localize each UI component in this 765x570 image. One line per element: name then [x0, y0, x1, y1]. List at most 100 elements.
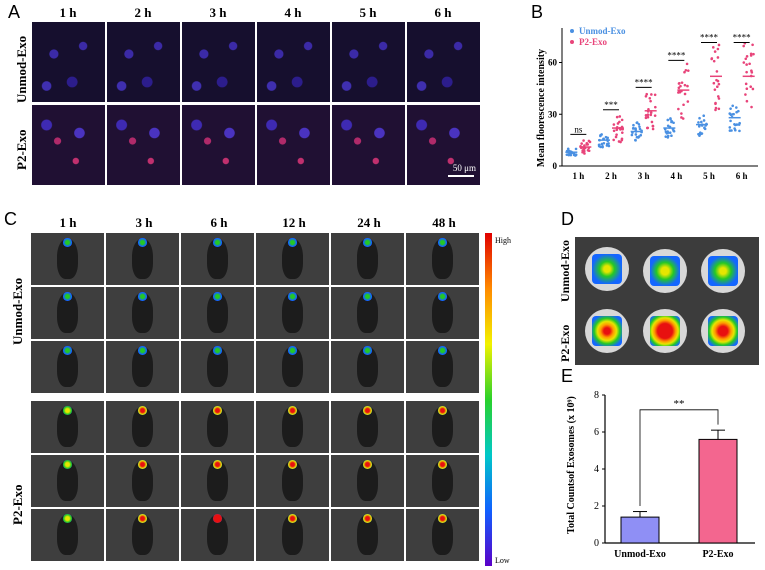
- chart-b-point: [630, 133, 634, 137]
- panel-c-time-6: 48 h: [432, 215, 456, 230]
- chart-b-point: [600, 142, 604, 146]
- mouse-unmod-r3-c4: [256, 341, 329, 393]
- chart-b-point: [680, 81, 684, 84]
- mouse-body: [132, 407, 153, 447]
- panel-d-row-p2: P2-Exo: [558, 324, 572, 362]
- panel-a-row-unmod: Unmod-Exo: [14, 35, 29, 103]
- mouse-p2-r2-c3: [181, 455, 254, 507]
- signal-spot: [438, 238, 447, 247]
- chart-b-point: [751, 87, 755, 91]
- mouse-body: [357, 239, 378, 279]
- chart-e-ytick-label: 8: [594, 390, 599, 401]
- chart-b-point: [672, 129, 676, 133]
- chart-b-point: [582, 139, 585, 142]
- chart-b-point: [728, 129, 732, 132]
- chart-b-point: [703, 126, 706, 130]
- signal-spot: [63, 238, 72, 247]
- panel-label-d: D: [561, 209, 574, 229]
- mouse-p2-r2-c1: [31, 455, 104, 507]
- well-unmod-2: [643, 249, 687, 293]
- signal-spot: [288, 514, 297, 523]
- mouse-body: [57, 407, 78, 447]
- chart-b-point: [649, 111, 653, 114]
- chart-b-point: [574, 147, 578, 151]
- micrograph-p2-2h: [107, 105, 180, 185]
- scale-bar: [448, 175, 474, 177]
- chart-b-point: [620, 118, 624, 122]
- mouse-body: [282, 293, 303, 333]
- signal-spot: [363, 460, 372, 469]
- mouse-p2-r1-c4: [256, 401, 329, 453]
- chart-b-point: [682, 103, 685, 107]
- mouse-body: [132, 347, 153, 387]
- chart-b-point: [716, 85, 719, 89]
- chart-b-point: [712, 59, 716, 63]
- signal-spot: [213, 238, 222, 247]
- chart-b-xtick-label: 6 h: [736, 171, 748, 181]
- signal-spot: [63, 514, 72, 523]
- chart-b-point: [586, 148, 590, 152]
- chart-b-point: [710, 57, 714, 60]
- chart-b-point: [717, 82, 721, 86]
- signal-spot: [213, 460, 222, 469]
- chart-b-point: [670, 134, 673, 138]
- chart-e-bar: [620, 516, 660, 544]
- chart-b-point: [653, 93, 657, 97]
- chart-b-ytick-label: 30: [548, 109, 558, 119]
- signal-spot: [363, 514, 372, 523]
- chart-b-point: [650, 120, 654, 124]
- chart-b-legend-label: Unmod-Exo: [579, 26, 626, 36]
- chart-b-legend-marker: [570, 40, 574, 44]
- chart-b-point: [638, 127, 642, 131]
- chart-e-ytick-label: 2: [594, 501, 599, 512]
- chart-b-point: [615, 128, 619, 132]
- panel-label-e: E: [561, 366, 574, 386]
- chart-b-point: [686, 69, 690, 72]
- chart-b-point: [732, 112, 735, 116]
- signal-spot: [138, 406, 147, 415]
- chart-b-point: [717, 107, 721, 111]
- mouse-unmod-r1-c2: [106, 233, 179, 285]
- chart-e-sig-bracket: [639, 409, 719, 506]
- chart-b-point: [745, 70, 748, 74]
- chart-b-point: [646, 126, 650, 130]
- chart-b-point: [711, 46, 715, 49]
- mouse-body: [282, 515, 303, 555]
- mouse-unmod-r3-c6: [406, 341, 479, 393]
- chart-b-sig-label: ****: [635, 77, 654, 87]
- mouse-body: [282, 461, 303, 501]
- chart-b-point: [646, 115, 650, 119]
- chart-b-point: [632, 123, 635, 127]
- well-p2-3: [701, 309, 745, 353]
- mouse-body: [57, 239, 78, 279]
- chart-b-point: [679, 84, 682, 88]
- panel-a-time-4: 4 h: [284, 5, 302, 20]
- chart-b-point: [714, 102, 717, 106]
- chart-b-point: [731, 104, 735, 108]
- chart-b-point: [716, 56, 720, 59]
- chart-b-point: [612, 129, 616, 133]
- chart-b-point: [745, 87, 749, 90]
- mouse-body: [432, 293, 453, 333]
- chart-b-point: [644, 114, 648, 117]
- mouse-unmod-r2-c5: [331, 287, 404, 339]
- signal-spot: [138, 292, 147, 301]
- mouse-body: [357, 461, 378, 501]
- chart-e-ylabel: Total Countsof Exosomes (x 10⁹): [566, 396, 577, 534]
- mouse-body: [207, 239, 228, 279]
- chart-e-plot: 0 2 4 6 8 Unmod-Exo P2-Exo **: [594, 390, 755, 560]
- mouse-body: [132, 293, 153, 333]
- chart-b-xtick-label: 2 h: [605, 171, 617, 181]
- chart-e: Total Countsof Exosomes (x 10⁹) 0 2 4 6 8 Unm…: [566, 390, 755, 560]
- chart-b-point: [582, 149, 586, 153]
- mouse-body: [357, 515, 378, 555]
- mouse-body: [207, 347, 228, 387]
- chart-b-point: [686, 84, 689, 88]
- mouse-p2-r2-c4: [256, 455, 329, 507]
- chart-b-point: [716, 47, 720, 51]
- chart-b-point: [745, 99, 749, 103]
- signal-spot: [213, 292, 222, 301]
- chart-b-point: [751, 43, 754, 47]
- chart-b: Mean floorescence intensity 0 30 60 1 h ns 2 …: [536, 26, 758, 181]
- signal-spot: [63, 292, 72, 301]
